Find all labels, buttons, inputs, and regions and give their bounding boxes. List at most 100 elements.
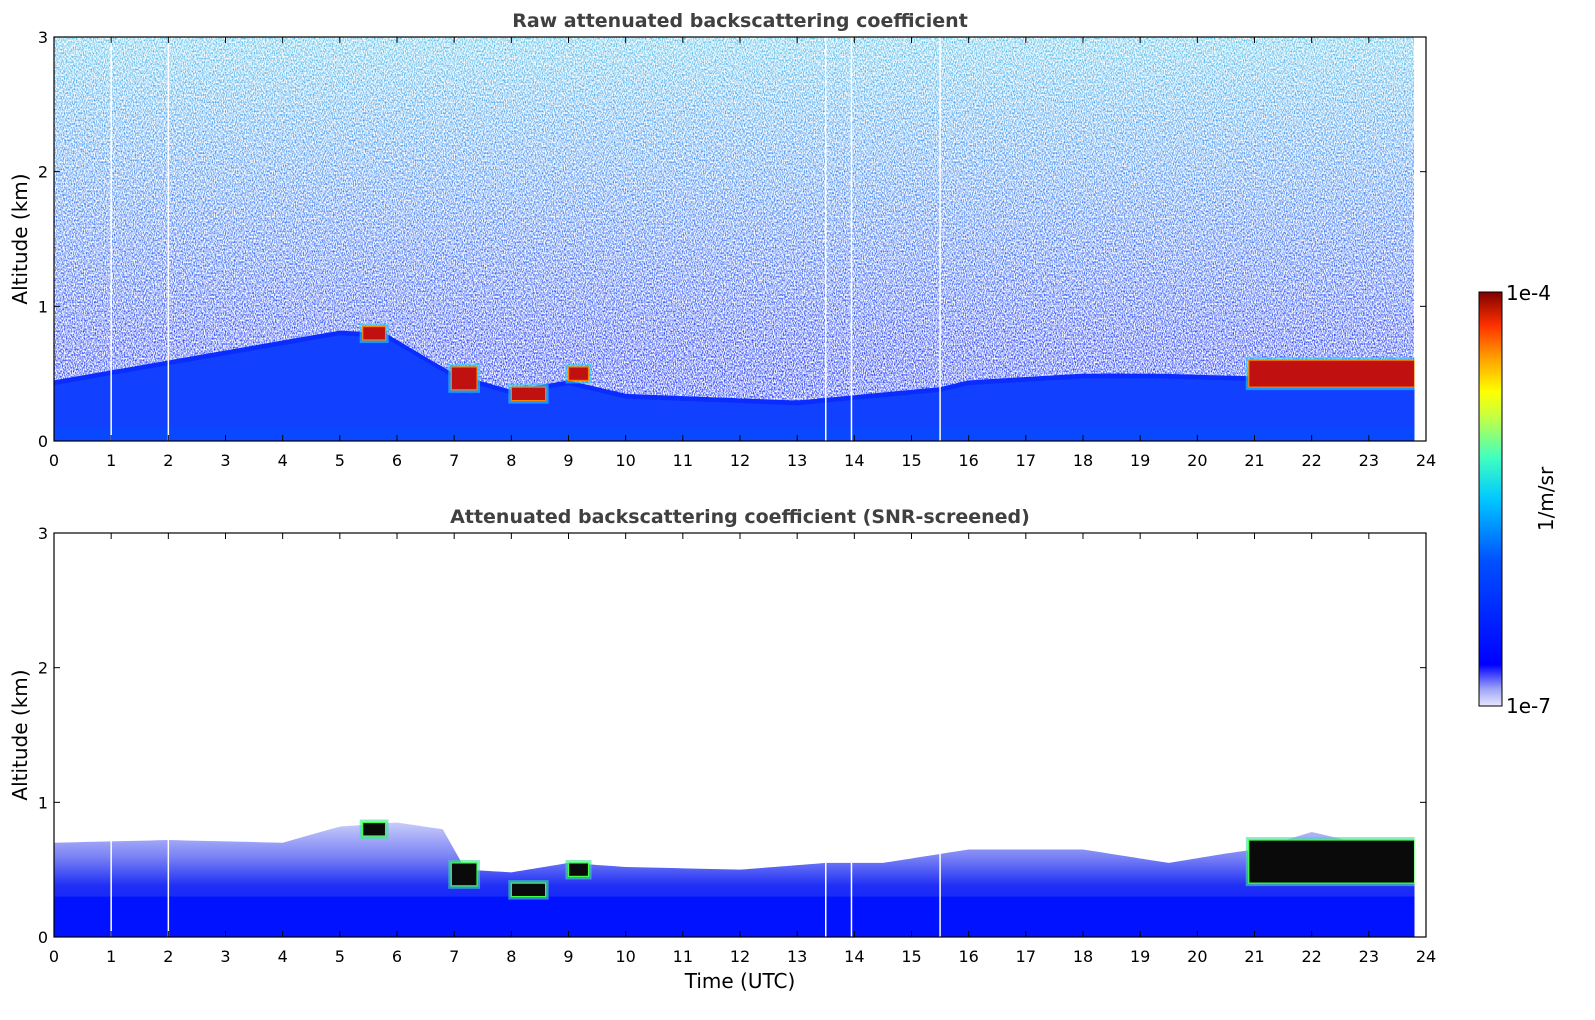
y-tick-label: 3: [38, 28, 48, 47]
x-tick-label: 15: [901, 451, 921, 470]
x-tick-label: 17: [1016, 451, 1036, 470]
snr-screened-panel: Attenuated backscattering coefficient (S…: [8, 506, 1436, 993]
x-tick-label: 19: [1130, 947, 1150, 966]
x-tick-label: 3: [220, 451, 230, 470]
x-tick-label: 0: [49, 947, 59, 966]
x-tick-label: 5: [335, 451, 345, 470]
x-tick-label: 1: [106, 947, 116, 966]
x-tick-label: 22: [1301, 947, 1321, 966]
x-tick-label: 10: [615, 947, 635, 966]
x-tick-label: 23: [1359, 451, 1379, 470]
dense-layer-core: [54, 896, 1415, 937]
heatmap-area: [54, 37, 1426, 441]
feature-edge: [567, 862, 590, 878]
y-axis: 0 1 2 3: [38, 28, 1426, 451]
x-axis-label: Time (UTC): [684, 969, 796, 993]
x-tick-label: 16: [958, 947, 978, 966]
feature-core: [568, 862, 589, 877]
y-tick-label: 0: [38, 928, 48, 947]
y-tick-label: 1: [38, 793, 48, 812]
data-gaps: [110, 533, 1426, 937]
y-tick-label: 2: [38, 163, 48, 182]
y-axis: 0 1 2 3: [38, 524, 1426, 947]
feature-core: [362, 326, 386, 340]
near-surface-layer: [54, 427, 1415, 441]
x-tick-label: 0: [49, 451, 59, 470]
x-tick-label: 18: [1073, 451, 1093, 470]
high-backscatter-features: [359, 323, 1418, 404]
x-tick-label: 21: [1244, 451, 1264, 470]
x-tick-label: 9: [563, 451, 573, 470]
x-tick-label: 7: [449, 947, 459, 966]
feature-core: [1248, 840, 1415, 884]
y-tick-label: 0: [38, 432, 48, 451]
y-axis-label: Altitude (km): [8, 173, 32, 304]
y-axis-label: Altitude (km): [8, 669, 32, 800]
x-tick-label: 13: [787, 451, 807, 470]
feature-edge: [510, 882, 547, 898]
heatmap-area: [54, 533, 1426, 937]
x-tick-label: 9: [563, 947, 573, 966]
x-tick-label: 3: [220, 947, 230, 966]
feature-edge: [450, 862, 478, 887]
feature-edge: [362, 821, 387, 837]
x-tick-label: 14: [844, 451, 864, 470]
x-tick-label: 14: [844, 947, 864, 966]
feature-edge: [450, 366, 478, 391]
x-tick-label: 24: [1416, 947, 1436, 966]
x-tick-label: 18: [1073, 947, 1093, 966]
x-tick-label: 5: [335, 947, 345, 966]
x-tick-label: 13: [787, 947, 807, 966]
x-tick-label: 20: [1187, 451, 1207, 470]
x-tick-label: 6: [392, 947, 402, 966]
y-tick-label: 3: [38, 524, 48, 543]
x-tick-label: 20: [1187, 947, 1207, 966]
x-tick-label: 4: [278, 947, 288, 966]
x-tick-label: 8: [506, 947, 516, 966]
x-tick-label: 12: [730, 451, 750, 470]
chart-title: Raw attenuated backscattering coefficien…: [512, 10, 968, 32]
x-tick-label: 22: [1301, 451, 1321, 470]
colorbar: 1e-4 1e-7 1/m/sr: [1478, 281, 1558, 718]
x-tick-label: 12: [730, 947, 750, 966]
x-tick-label: 10: [615, 451, 635, 470]
raw-backscatter-panel: Raw attenuated backscattering coefficien…: [8, 10, 1436, 470]
feature-core: [362, 822, 386, 836]
boundary-layer-core: [54, 335, 1415, 441]
x-tick-label: 7: [449, 451, 459, 470]
x-tick-label: 2: [163, 947, 173, 966]
x-tick-label: 8: [506, 451, 516, 470]
colorbar-unit-label: 1/m/sr: [1534, 466, 1558, 531]
data-gaps: [110, 37, 1426, 441]
feature-core: [511, 387, 546, 401]
feature-edge: [510, 386, 547, 402]
no-data-region: [1414, 37, 1426, 441]
x-tick-label: 6: [392, 451, 402, 470]
x-tick-label: 11: [673, 451, 693, 470]
feature-core: [451, 862, 478, 886]
x-tick-label: 1: [106, 451, 116, 470]
feature-edge: [362, 325, 387, 341]
chart-title: Attenuated backscattering coefficient (S…: [450, 506, 1030, 528]
x-tick-label: 4: [278, 451, 288, 470]
y-tick-label: 2: [38, 659, 48, 678]
feature-edge: [567, 366, 590, 381]
colorbar-min-label: 1e-7: [1506, 694, 1551, 718]
x-tick-label: 23: [1359, 947, 1379, 966]
x-tick-label: 11: [673, 947, 693, 966]
x-tick-label: 16: [958, 451, 978, 470]
feature-core: [451, 366, 478, 390]
colorbar-max-label: 1e-4: [1506, 281, 1551, 305]
x-tick-label: 24: [1416, 451, 1436, 470]
no-data-region: [1414, 533, 1426, 937]
high-backscatter-features: [359, 819, 1418, 900]
x-axis: 0 1 2 3 4 5 6 7 8 9 10 11 12 13 14 15 16 17 18 19 20 21 22 23 24: [49, 37, 1436, 470]
x-tick-label: 15: [901, 947, 921, 966]
x-axis: 0 1 2 3 4 5 6 7 8 9 10 11 12 13 14 15 16 17 18 19 20 21 22 23 24: [49, 533, 1436, 966]
colorbar-scale: [1478, 291, 1503, 707]
x-tick-label: 2: [163, 451, 173, 470]
x-tick-label: 19: [1130, 451, 1150, 470]
x-tick-label: 21: [1244, 947, 1264, 966]
boundary-layer: [54, 330, 1415, 441]
